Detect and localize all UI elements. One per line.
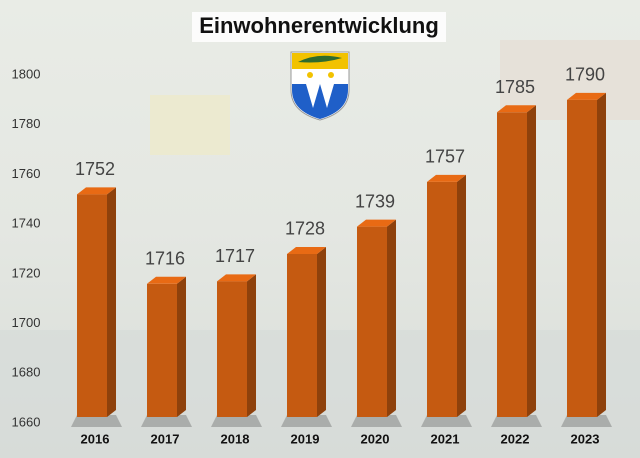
bar-side — [387, 219, 396, 417]
bar-top — [147, 276, 186, 284]
bar — [491, 105, 542, 427]
x-tick-label: 2023 — [571, 431, 600, 446]
bar — [421, 174, 472, 427]
x-tick-label: 2022 — [501, 431, 530, 446]
value-label: 1785 — [495, 77, 535, 97]
x-tick-label: 2021 — [431, 431, 460, 446]
bar-shadow — [211, 415, 262, 427]
bar-side — [597, 92, 606, 417]
y-tick-label: 1720 — [12, 265, 41, 280]
y-tick-label: 1740 — [12, 216, 41, 231]
value-label: 1716 — [145, 249, 185, 269]
bar — [281, 246, 332, 427]
bar-top — [287, 246, 326, 254]
bar — [141, 276, 192, 427]
bar-shadow — [281, 415, 332, 427]
bar — [561, 92, 612, 427]
x-tick-label: 2016 — [81, 431, 110, 446]
bar-shadow — [561, 415, 612, 427]
bar-shadow — [71, 415, 122, 427]
bar-side — [177, 276, 186, 417]
bar — [351, 219, 402, 427]
value-label: 1790 — [565, 65, 605, 85]
bar-front — [567, 99, 597, 417]
bar-top — [567, 92, 606, 100]
bar-front — [427, 181, 457, 417]
bar-side — [107, 187, 116, 417]
bar-top — [217, 274, 256, 282]
x-tick-label: 2018 — [221, 431, 250, 446]
bar-front — [357, 226, 387, 417]
y-tick-label: 1700 — [12, 315, 41, 330]
background-shape — [150, 95, 230, 155]
bar-side — [527, 105, 536, 418]
bar-front — [287, 253, 317, 417]
bar-shadow — [351, 415, 402, 427]
y-tick-label: 1660 — [12, 414, 41, 429]
bar-front — [147, 283, 177, 417]
bar-side — [247, 274, 256, 417]
title-box — [192, 12, 446, 42]
bar-top — [77, 187, 116, 195]
value-label: 1717 — [215, 246, 255, 266]
y-tick-label: 1800 — [12, 66, 41, 81]
chart-title: Einwohnerentwicklung — [199, 13, 439, 38]
bar-shadow — [421, 415, 472, 427]
value-label: 1757 — [425, 147, 465, 167]
value-label: 1728 — [285, 219, 325, 239]
value-label: 1739 — [355, 191, 395, 211]
value-label: 1752 — [75, 159, 115, 179]
x-tick-label: 2020 — [361, 431, 390, 446]
bar-top — [357, 219, 396, 227]
y-tick-label: 1760 — [12, 166, 41, 181]
bar-front — [497, 112, 527, 418]
bar-front — [77, 194, 107, 417]
bar-side — [317, 246, 326, 417]
bar-shadow — [491, 415, 542, 427]
coat-of-arms — [290, 51, 350, 121]
bar-top — [497, 105, 536, 113]
bar-top — [427, 174, 466, 182]
bar — [71, 187, 122, 427]
y-tick-label: 1680 — [12, 365, 41, 380]
bar-shadow — [141, 415, 192, 427]
bar — [211, 274, 262, 427]
x-tick-label: 2017 — [151, 431, 180, 446]
bar-side — [457, 174, 466, 417]
y-tick-label: 1780 — [12, 116, 41, 131]
bar-front — [217, 281, 247, 417]
x-tick-label: 2019 — [291, 431, 320, 446]
